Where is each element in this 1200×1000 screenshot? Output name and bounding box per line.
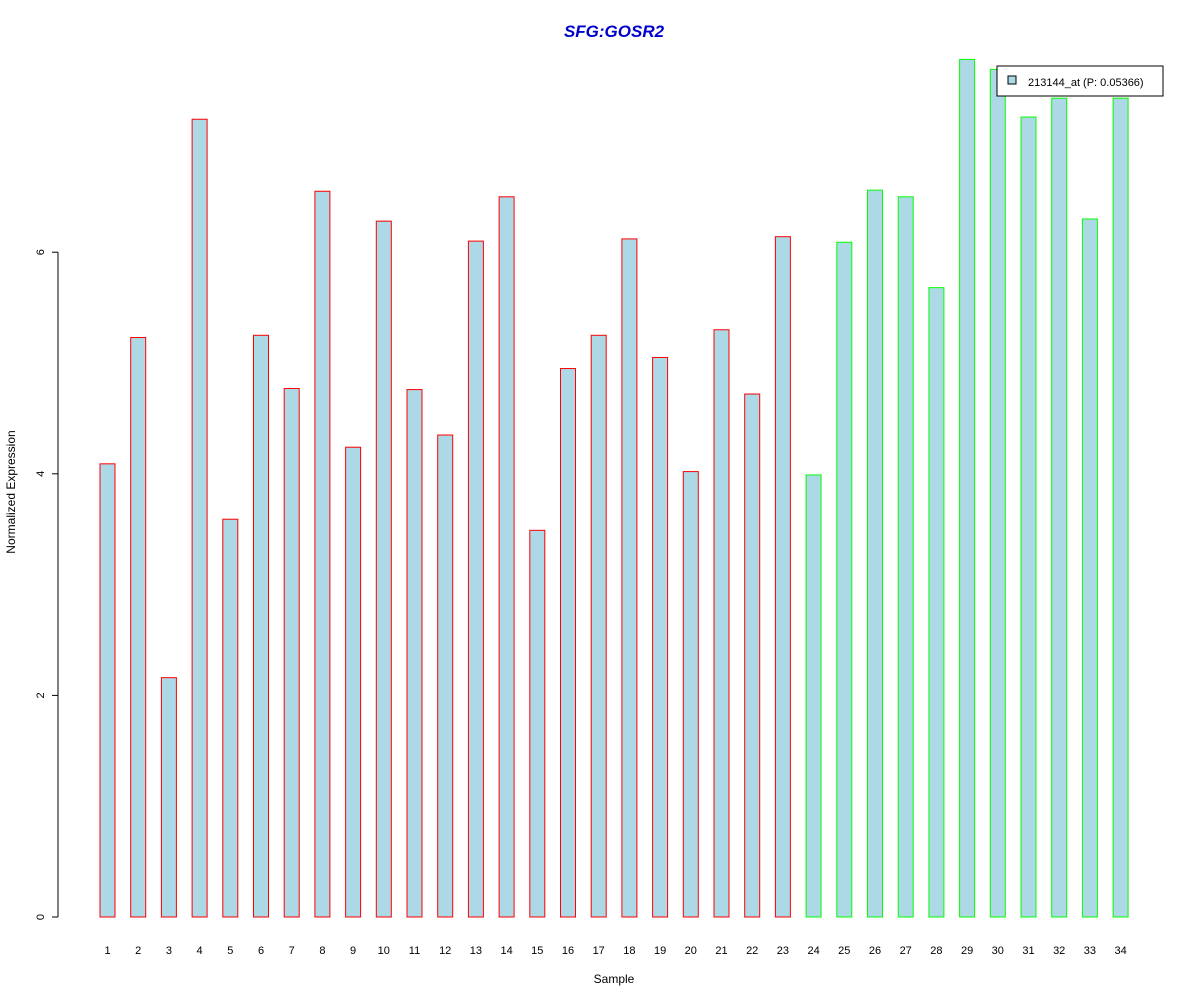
x-tick-label: 10 <box>378 945 390 957</box>
bar <box>560 368 576 918</box>
bar <box>836 241 853 918</box>
x-tick-label: 8 <box>319 945 325 957</box>
bar <box>989 68 1006 918</box>
x-tick-label: 2 <box>135 945 141 957</box>
bar <box>897 196 914 918</box>
bar <box>222 518 239 918</box>
x-tick-label: 7 <box>289 945 295 957</box>
x-axis-label: Sample <box>594 972 635 986</box>
x-tick-label: 29 <box>961 945 973 957</box>
bar <box>928 287 945 918</box>
x-tick-label: 12 <box>439 945 451 957</box>
bar <box>590 334 607 918</box>
bar <box>437 434 454 918</box>
x-tick-label: 33 <box>1084 945 1096 957</box>
y-tick-label: 2 <box>35 692 47 698</box>
chart-title: SFG:GOSR2 <box>564 22 665 41</box>
x-tick-labels: 1 2 3 4 5 6 7 8 9 10 11 12 13 14 15 16 17 18 19 20 21 22 23 24 2… <box>104 945 1126 957</box>
x-tick-label: 11 <box>409 945 420 957</box>
x-tick-label: 26 <box>869 945 881 957</box>
x-tick-label: 30 <box>992 945 1004 957</box>
bar <box>1112 97 1129 918</box>
bars <box>99 58 1129 918</box>
x-tick-label: 22 <box>746 945 758 957</box>
x-tick-label: 5 <box>227 945 233 957</box>
x-tick-label: 9 <box>350 945 356 957</box>
x-tick-label: 28 <box>930 945 942 957</box>
x-tick-label: 4 <box>197 945 203 957</box>
bar <box>1020 116 1037 918</box>
x-tick-label: 18 <box>623 945 635 957</box>
bar <box>682 471 699 918</box>
x-tick-label: 17 <box>593 945 605 957</box>
x-tick-label: 6 <box>258 945 264 957</box>
legend: 213144_at (P: 0.05366) <box>996 65 1164 97</box>
y-axis-label: Normalized Expression <box>4 430 18 553</box>
x-tick-label: 15 <box>531 945 543 957</box>
bar <box>467 240 484 918</box>
bar <box>130 337 147 918</box>
bar <box>529 529 546 918</box>
legend-swatch <box>1007 75 1017 85</box>
y-tick-label: 6 <box>35 249 47 255</box>
legend-label: 213144_at (P: 0.05366) <box>1028 77 1144 89</box>
x-tick-label: 31 <box>1022 945 1034 957</box>
x-tick-label: 32 <box>1053 945 1065 957</box>
bar <box>375 220 392 918</box>
y-tick-label: 4 <box>35 471 47 477</box>
x-tick-label: 20 <box>685 945 697 957</box>
x-tick-label: 13 <box>470 945 482 957</box>
x-tick-label: 1 <box>104 945 110 957</box>
bar <box>191 118 208 918</box>
bar <box>99 463 116 918</box>
bar <box>774 236 791 918</box>
x-tick-label: 25 <box>838 945 850 957</box>
bar <box>283 387 300 918</box>
x-tick-label: 16 <box>562 945 574 957</box>
bar <box>621 238 638 918</box>
bar <box>1081 218 1098 918</box>
bar <box>1051 97 1068 918</box>
legend-box <box>996 65 1164 97</box>
x-tick-label: 23 <box>777 945 789 957</box>
x-tick-label: 19 <box>654 945 666 957</box>
bar <box>713 329 730 918</box>
x-tick-label: 24 <box>807 945 819 957</box>
y-axis: 0 2 4 6 <box>35 249 59 920</box>
y-tick-label: 0 <box>35 914 47 920</box>
bar <box>253 334 269 918</box>
bar <box>959 58 976 918</box>
bar <box>314 190 331 918</box>
x-tick-label: 3 <box>166 945 172 957</box>
bar <box>345 446 362 918</box>
x-tick-label: 14 <box>500 945 512 957</box>
bar <box>652 356 669 918</box>
bar <box>867 189 883 918</box>
x-tick-label: 21 <box>715 945 727 957</box>
x-tick-label: 27 <box>900 945 912 957</box>
x-tick-label: 34 <box>1114 945 1126 957</box>
bar <box>744 393 761 918</box>
bar <box>406 389 423 918</box>
bar <box>805 474 822 918</box>
bar <box>160 677 177 918</box>
bar <box>498 196 515 918</box>
